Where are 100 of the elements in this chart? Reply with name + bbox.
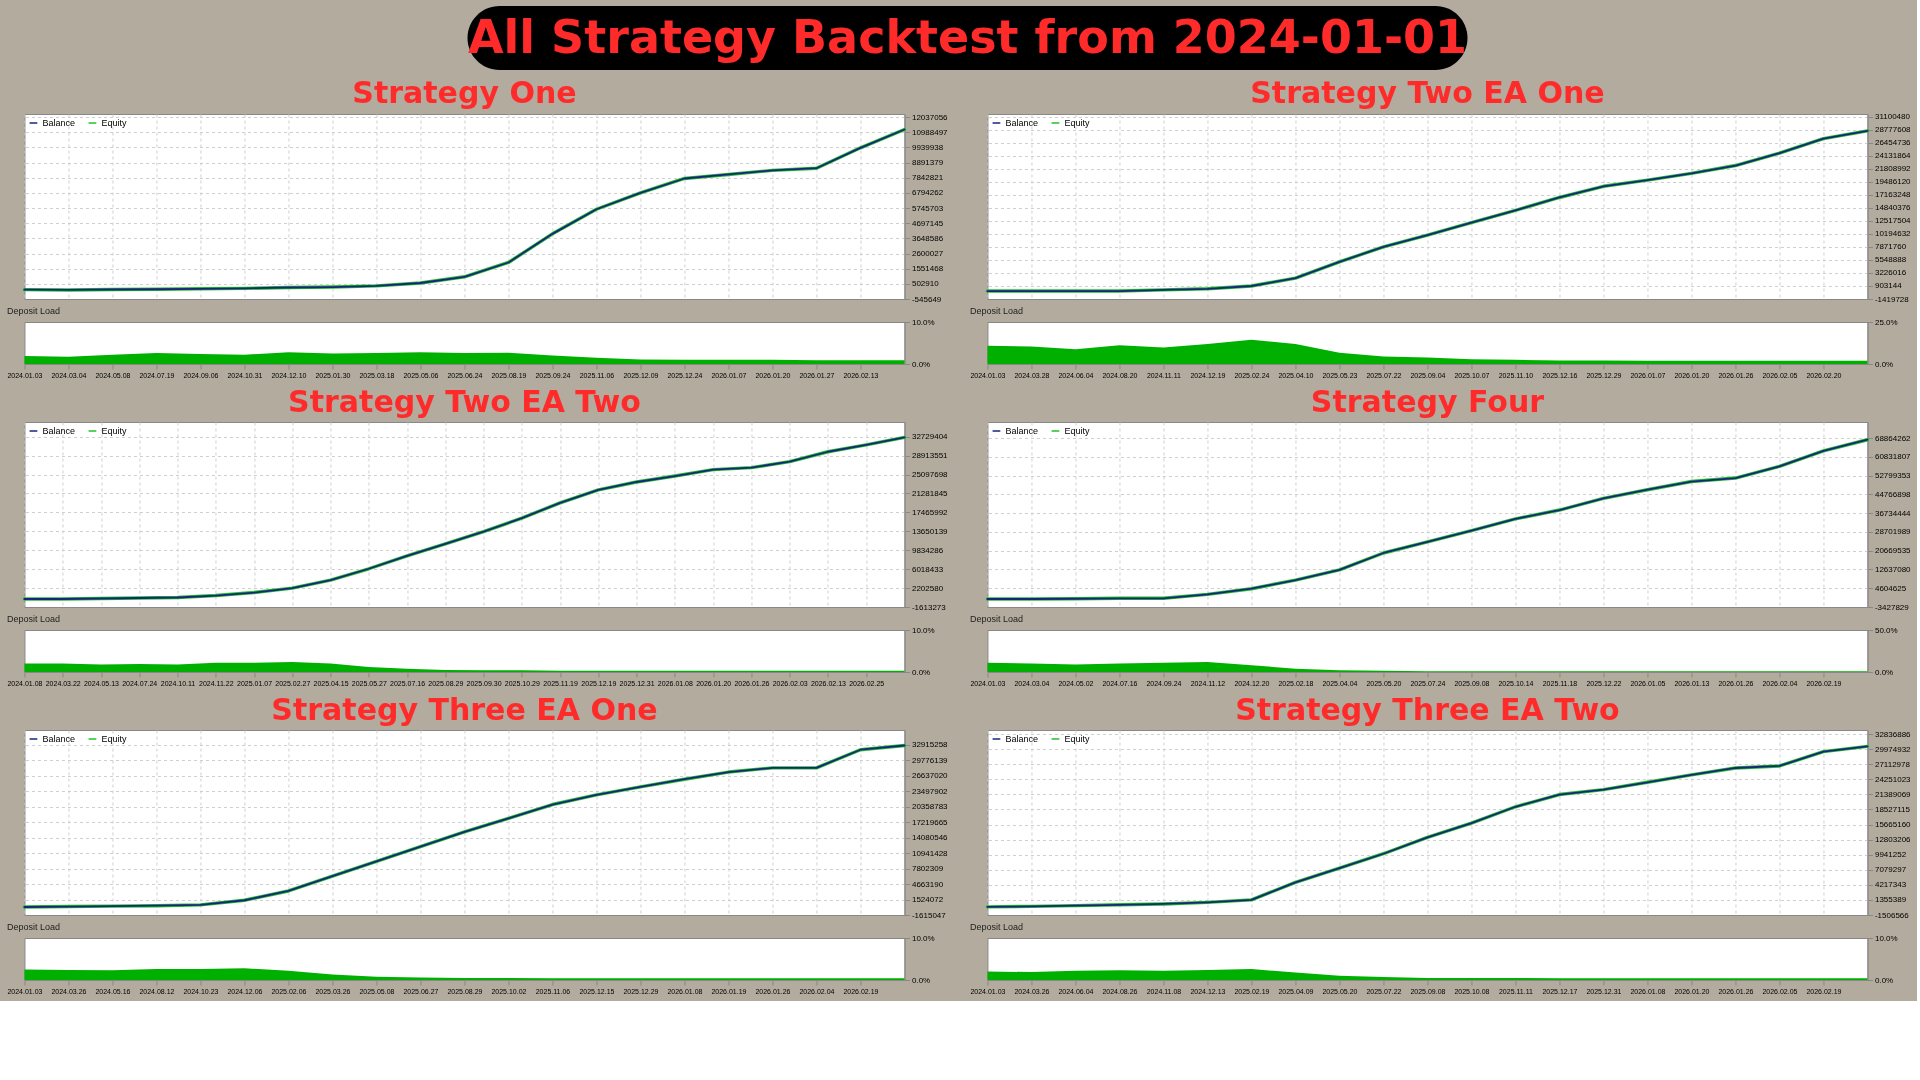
y-tick-label: -1419728 [1874,294,1910,304]
y-tick-label: 17465992 [911,507,949,517]
y-tick-label: 4217343 [1874,880,1907,890]
y-tick-label: 502910 [911,279,940,289]
y-tick-label: -1613273 [911,602,947,612]
y-tick-label: 0.0% [1874,359,1894,369]
y-tick-label: 12037056 [911,112,949,122]
y-tick-label: 60831807 [1874,452,1912,462]
y-tick-label: 12517504 [1874,216,1912,226]
y-tick-label: 2600027 [911,249,944,259]
y-tick-label: 10.0% [911,625,935,635]
chart-title: Strategy One [352,75,577,111]
y-tick-label: 4604625 [1874,583,1907,593]
y-tick-label: 0.0% [911,975,931,985]
y-tick-label: 32915258 [911,740,949,750]
chart-title: Strategy Two EA One [1250,74,1605,110]
y-tick-label: 3648586 [911,233,944,243]
y-tick-label: 3226016 [1874,268,1907,278]
y-tick-label: 5548888 [1874,255,1907,265]
y-tick-label: 1524072 [911,895,944,905]
y-tick-label: 9939938 [911,142,944,152]
y-tick-label: 28777608 [1874,125,1912,135]
y-tick-label: 26637020 [911,771,949,781]
chart-title: Deposit Load [6,306,60,316]
y-tick-label: 17163248 [1874,190,1912,200]
y-tick-label: 52799353 [1874,471,1912,481]
y-tick-label: 23497902 [911,786,949,796]
y-tick-label: 15665160 [1874,820,1912,830]
y-tick-label: 50.0% [1874,625,1898,635]
chart-title: Deposit Load [6,614,60,624]
y-tick-label: 0.0% [1874,975,1894,985]
y-tick-label: 7871760 [1874,242,1907,252]
y-tick-label: 7842821 [911,173,944,183]
y-tick-label: 6018433 [911,564,944,574]
chart-title: Strategy Four [1310,384,1545,419]
legend-label: Balance [42,734,75,744]
legend-label: Balance [1005,734,1038,744]
y-tick-label: 27112978 [1874,759,1911,769]
y-tick-label: 20669535 [1874,546,1912,556]
y-tick-label: 24251023 [1874,774,1912,784]
legend-label: Balance [42,118,75,128]
y-tick-label: 0.0% [1874,667,1894,677]
y-tick-label: 7802309 [911,864,944,874]
y-tick-label: 26454736 [1874,138,1912,148]
y-tick-label: 1355389 [1874,895,1907,905]
chart-title: Deposit Load [969,306,1023,316]
y-tick-label: 25.0% [1874,317,1898,327]
y-tick-label: 10.0% [1874,933,1898,943]
y-tick-label: 7079297 [1874,865,1907,875]
y-tick-label: 21281845 [911,488,949,498]
y-tick-label: 28701989 [1874,527,1912,537]
y-tick-label: 17219665 [911,817,949,827]
y-tick-label: 21389069 [1874,789,1912,799]
y-tick-label: 36734444 [1874,508,1912,518]
y-tick-label: 0.0% [911,667,931,677]
y-tick-label: 1551468 [911,264,944,274]
y-tick-label: -545649 [911,294,942,304]
y-tick-label: 6794262 [911,188,944,198]
text: All Strategy Backtest from 2024-01-01 [467,10,1468,64]
y-tick-label: 31100480 [1874,112,1911,122]
y-tick-label: 19486120 [1874,177,1912,187]
chart-title: Deposit Load [6,922,60,932]
y-tick-label: 10941428 [911,848,949,858]
y-tick-label: 10.0% [911,317,935,327]
legend-label: Equity [1064,426,1090,436]
y-tick-label: 68864262 [1874,433,1912,443]
y-tick-label: 2202580 [911,583,944,593]
y-tick-label: 44766898 [1874,489,1912,499]
chart-title: Strategy Three EA Two [1235,692,1620,727]
y-tick-label: 28913551 [911,451,949,461]
y-tick-label: 9834286 [911,545,944,555]
y-tick-label: 18527115 [1874,805,1911,814]
legend-label: Balance [1005,426,1038,436]
y-tick-label: -1615047 [911,910,947,920]
y-tick-label: 12803206 [1874,835,1912,845]
y-tick-label: 25097698 [911,470,949,480]
y-tick-label: 12637080 [1874,564,1912,574]
y-tick-label: -3427829 [1874,602,1910,612]
y-tick-label: 24131864 [1874,151,1912,161]
legend-label: Balance [42,426,75,436]
chart-title: Deposit Load [969,922,1023,932]
y-tick-label: 5745703 [911,203,944,213]
y-tick-label: -1506566 [1874,910,1910,920]
legend-label: Equity [101,426,127,436]
y-tick-label: 903144 [1874,281,1903,291]
legend-label: Equity [1064,734,1090,744]
y-tick-label: 21808992 [1874,164,1912,174]
y-tick-label: 10194632 [1874,229,1912,239]
legend-label: Balance [1005,118,1038,128]
legend-label: Equity [101,734,127,744]
y-tick-label: 8891379 [911,158,944,168]
y-tick-label: 13650139 [911,526,949,536]
y-tick-label: 4697145 [911,218,944,228]
y-tick-label: 4663190 [911,879,944,889]
y-tick-label: 32729404 [911,432,949,442]
chart-title: Strategy Three EA One [271,692,658,727]
y-tick-label: 10988497 [911,127,949,137]
y-tick-label: 10.0% [911,933,935,943]
chart-title: Strategy Two EA Two [288,384,641,419]
y-tick-label: 29974932 [1874,744,1912,754]
